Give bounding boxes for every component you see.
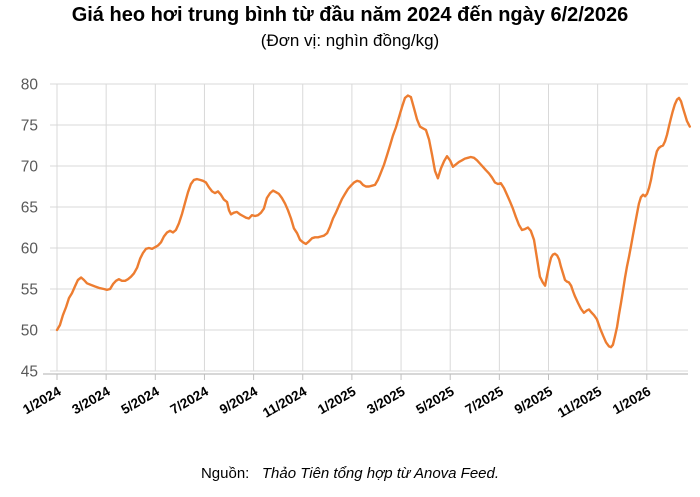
source-note: Nguồn: Thảo Tiên tổng hợp từ Anova Feed. [0,465,700,482]
y-axis-tick-label: 75 [21,118,38,135]
x-axis-tick-label: 3/2024 [69,383,113,417]
x-axis-tick-label: 11/2024 [260,383,310,420]
x-axis-tick-label: 1/2024 [20,383,64,417]
x-axis-tick-label: 7/2024 [168,383,212,417]
x-axis-tick-label: 7/2025 [463,383,507,417]
y-axis-tick-label: 70 [21,159,39,176]
y-axis-tick-label: 65 [21,200,38,217]
y-axis-tick-label: 55 [21,282,38,299]
x-axis-tick-label: 5/2024 [119,383,163,417]
x-axis-tick-label: 9/2024 [217,383,261,417]
x-axis-tick-label: 1/2025 [315,383,359,417]
y-axis-tick-label: 60 [21,241,39,258]
source-text: Thảo Tiên tổng hợp từ Anova Feed. [261,465,500,482]
y-axis-tick-label: 80 [21,77,39,94]
chart-subtitle: (Đơn vị: nghìn đồng/kg) [260,31,440,50]
x-axis-tick-label: 11/2025 [555,383,605,420]
chart-title: Giá heo hơi trung bình từ đầu năm 2024 đ… [71,4,629,26]
x-axis-tick-label: 3/2025 [364,383,408,417]
y-axis-tick-label: 50 [21,323,39,340]
x-axis-tick-label: 5/2025 [413,383,457,417]
x-axis-tick-label: 1/2026 [610,383,654,417]
y-axis-tick-label: 45 [21,364,38,381]
source-label: Nguồn: [200,465,250,482]
price-line-series [55,94,691,349]
x-axis-tick-label: 9/2025 [512,383,556,417]
